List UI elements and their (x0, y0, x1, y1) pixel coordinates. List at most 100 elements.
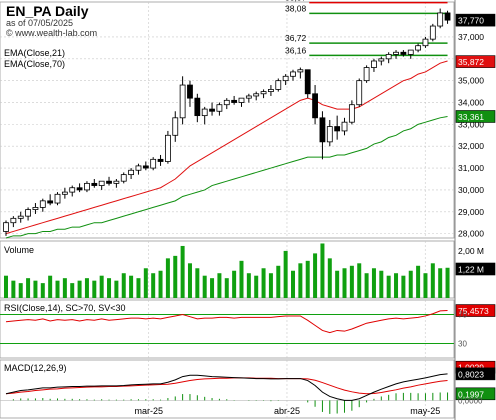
volume-bar (445, 267, 450, 298)
ema70-line (5, 116, 448, 239)
candle-body (356, 80, 363, 106)
candle-body (39, 200, 46, 208)
candle-body (113, 180, 120, 184)
volume-bar (268, 273, 273, 298)
ema21-line (5, 60, 448, 235)
volume-bar (357, 263, 362, 298)
volume-tick-label: 2,00 M (458, 246, 484, 256)
candle-body (150, 158, 157, 169)
macd-badge-bg (455, 367, 496, 381)
volume-bar (48, 275, 53, 298)
volume-bar (136, 278, 141, 298)
candle-body (290, 71, 296, 77)
macd-badge: 0,8023 (458, 369, 484, 379)
volume-bar (298, 263, 303, 298)
volume-badge-bg (455, 262, 496, 276)
volume-bar (143, 268, 148, 298)
price-tick-label: 28,000 (458, 229, 484, 239)
candle-body (209, 108, 215, 112)
volume-bar (158, 270, 163, 298)
histogram-badge-bg (455, 387, 496, 401)
candle-body (437, 12, 444, 27)
candle-body (201, 108, 208, 117)
volume-bar (210, 278, 215, 298)
volume-bar (99, 275, 104, 298)
volume-bar (11, 280, 16, 298)
volume-bar (173, 255, 178, 298)
histogram-badge: 0,1997 (458, 389, 484, 399)
candle-body (268, 89, 274, 92)
candle-body (407, 49, 414, 55)
candle-body (135, 165, 142, 171)
price-tick-label: 34,000 (458, 98, 484, 108)
volume-bar (55, 280, 60, 298)
macd-pane-frame (0, 359, 455, 419)
price-tick-label: 32,000 (458, 141, 484, 151)
volume-bar (394, 273, 399, 298)
candle-body (128, 169, 135, 176)
volume-bar (438, 268, 443, 298)
candle-body (10, 217, 17, 224)
candle-body (187, 84, 193, 99)
ema21-badge-bg (455, 55, 496, 68)
volume-bar (305, 260, 310, 298)
volume-bar (430, 263, 435, 298)
volume-bar (114, 280, 119, 298)
volume-bar (165, 258, 170, 298)
candle-body (98, 180, 105, 186)
macd-tick-label: 0,0000 (458, 396, 483, 405)
candle-body (393, 51, 399, 55)
price-tick-label: 37,000 (458, 32, 484, 42)
candle-body (238, 97, 245, 103)
candle-body (422, 38, 429, 47)
candle-body (47, 200, 54, 204)
candle-body (231, 99, 238, 103)
volume-bar (202, 275, 207, 298)
volume-bar (33, 280, 38, 298)
candle-body (415, 45, 422, 51)
volume-bar (379, 270, 384, 298)
candle-body (179, 84, 186, 119)
rsi-pane-label: RSI(Close,14), SC>70, SV<30 (4, 303, 126, 313)
rsi-pane-frame (0, 299, 455, 359)
candle-body (334, 126, 341, 132)
candle-body (341, 121, 348, 132)
volume-bar (26, 278, 31, 298)
website-credit: © www.wealth-lab.com (6, 28, 97, 38)
rsi-badge-bg (455, 304, 496, 317)
price-pane-frame (0, 1, 455, 239)
volume-bar (224, 278, 229, 298)
candle-body (32, 207, 39, 210)
volume-bar (40, 283, 45, 298)
volume-bar (151, 273, 156, 298)
candle-body (253, 93, 260, 97)
macd-pane-label: MACD(12,26,9) (4, 363, 67, 373)
volume-bar (18, 283, 23, 298)
candle-body (216, 104, 223, 112)
ema21-badge: 35,872 (458, 57, 484, 67)
candle-body (17, 215, 24, 219)
price-tick-label: 30,000 (458, 185, 484, 195)
marks-layer (3, 1, 451, 414)
volume-bar (239, 260, 244, 298)
level-label: 38,57 (285, 0, 307, 3)
volume-bar (195, 268, 200, 298)
ema21-legend: EMA(Close,21) (4, 48, 65, 58)
candle-body (69, 187, 76, 193)
volume-bar (4, 275, 8, 298)
volume-pane-label: Volume (4, 245, 34, 255)
volume-bar (283, 250, 288, 298)
ema70-legend: EMA(Close,70) (4, 59, 65, 69)
level-label: 36,72 (285, 33, 307, 43)
candle-body (142, 165, 149, 169)
volume-bar (313, 253, 318, 298)
text-layer: EN_PA Daily as of 07/05/2025 © www.wealt… (4, 0, 496, 416)
rsi-tick-label: 70 (458, 311, 467, 320)
volume-bar (77, 280, 82, 298)
candle-body (444, 12, 451, 21)
as-of-date: as of 07/05/2025 (6, 18, 73, 28)
candle-body (348, 104, 355, 123)
price-badge-bg (455, 13, 496, 27)
volume-bar (335, 270, 340, 298)
